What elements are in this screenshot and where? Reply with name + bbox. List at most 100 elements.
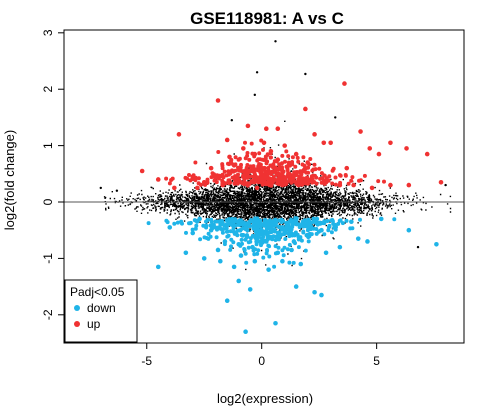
legend-label-up: up xyxy=(87,317,101,331)
series-up xyxy=(139,81,444,191)
y-tick-label: -1 xyxy=(41,253,55,264)
down-point xyxy=(167,225,173,230)
down-point xyxy=(337,244,343,250)
down-point xyxy=(155,264,161,270)
up-point xyxy=(190,174,196,179)
up-point xyxy=(268,148,274,154)
outlier-point xyxy=(115,189,119,192)
up-point xyxy=(342,81,347,86)
up-point xyxy=(369,185,375,191)
down-point xyxy=(273,320,278,326)
down-point xyxy=(365,239,370,244)
outlier-point xyxy=(274,40,277,43)
down-point xyxy=(355,236,361,241)
up-point xyxy=(263,126,269,131)
down-point xyxy=(222,239,228,244)
outlier-point xyxy=(255,71,259,74)
up-point xyxy=(358,129,363,134)
up-point xyxy=(296,182,301,188)
up-point xyxy=(312,132,317,137)
down-point xyxy=(208,227,214,233)
down-point xyxy=(183,250,189,256)
up-point xyxy=(252,151,258,157)
down-point xyxy=(275,250,281,256)
down-point xyxy=(201,256,207,261)
up-point xyxy=(438,179,444,185)
outlier-point xyxy=(416,245,420,249)
down-point xyxy=(349,219,354,225)
up-point xyxy=(236,177,242,182)
up-point xyxy=(176,132,182,137)
up-point xyxy=(404,146,409,151)
outlier-point xyxy=(444,183,447,187)
down-point xyxy=(305,233,310,239)
up-point xyxy=(201,179,207,185)
up-point xyxy=(388,140,393,146)
down-point xyxy=(434,242,439,247)
up-point xyxy=(388,182,393,188)
down-point xyxy=(252,258,258,264)
outlier-point xyxy=(304,72,307,76)
outlier-point xyxy=(99,186,102,190)
down-point xyxy=(277,233,283,239)
up-point xyxy=(224,137,230,143)
down-point xyxy=(247,287,253,292)
down-point xyxy=(263,239,269,244)
chart-title: GSE118981: A vs C xyxy=(190,9,344,28)
up-point xyxy=(328,140,333,146)
up-point xyxy=(266,179,271,185)
up-point xyxy=(351,182,356,188)
up-cluster xyxy=(164,138,386,188)
up-point xyxy=(293,151,299,157)
down-point xyxy=(298,261,304,267)
down-point xyxy=(319,227,324,233)
y-axis: -2 -1 0 1 2 3 xyxy=(41,29,65,320)
up-point xyxy=(376,151,382,157)
down-point xyxy=(323,250,329,256)
legend-title: Padj<0.05 xyxy=(70,285,125,299)
down-point xyxy=(280,258,285,264)
down-point xyxy=(291,239,297,244)
legend: Padj<0.05 down up xyxy=(64,279,138,343)
legend-marker-up xyxy=(74,321,80,327)
x-tick-label: 0 xyxy=(258,354,265,368)
up-point xyxy=(247,168,253,174)
down-point xyxy=(378,216,384,222)
up-point xyxy=(305,160,310,165)
down-point xyxy=(236,278,242,284)
background-point-cloud xyxy=(103,120,452,271)
up-point xyxy=(280,182,285,188)
down-point xyxy=(236,242,242,247)
up-point xyxy=(220,182,225,188)
up-point xyxy=(424,151,430,157)
down-point xyxy=(270,219,276,225)
up-point xyxy=(337,182,343,188)
legend-label-down: down xyxy=(87,301,116,315)
down-point xyxy=(215,247,221,253)
up-point xyxy=(406,182,412,188)
up-point xyxy=(275,126,281,131)
down-point xyxy=(319,292,324,298)
x-tick-label: -5 xyxy=(141,354,152,368)
down-point xyxy=(250,244,255,250)
up-point xyxy=(172,185,177,191)
legend-marker-down xyxy=(74,305,80,311)
up-point xyxy=(303,106,308,112)
up-point xyxy=(139,168,145,174)
y-tick-label: 3 xyxy=(41,29,55,36)
down-point xyxy=(197,216,202,222)
down-point xyxy=(406,227,412,233)
down-point xyxy=(312,289,317,295)
up-point xyxy=(309,177,315,182)
up-point xyxy=(367,146,373,151)
up-point xyxy=(155,177,161,182)
outlier-point xyxy=(334,116,337,119)
up-point xyxy=(273,168,278,174)
y-tick-label: 1 xyxy=(41,142,55,149)
down-point xyxy=(332,225,338,230)
down-point xyxy=(243,225,248,230)
y-axis-label: log2(fold change) xyxy=(2,130,17,230)
down-point xyxy=(300,219,306,225)
up-point xyxy=(286,171,292,177)
down-point xyxy=(224,298,230,304)
